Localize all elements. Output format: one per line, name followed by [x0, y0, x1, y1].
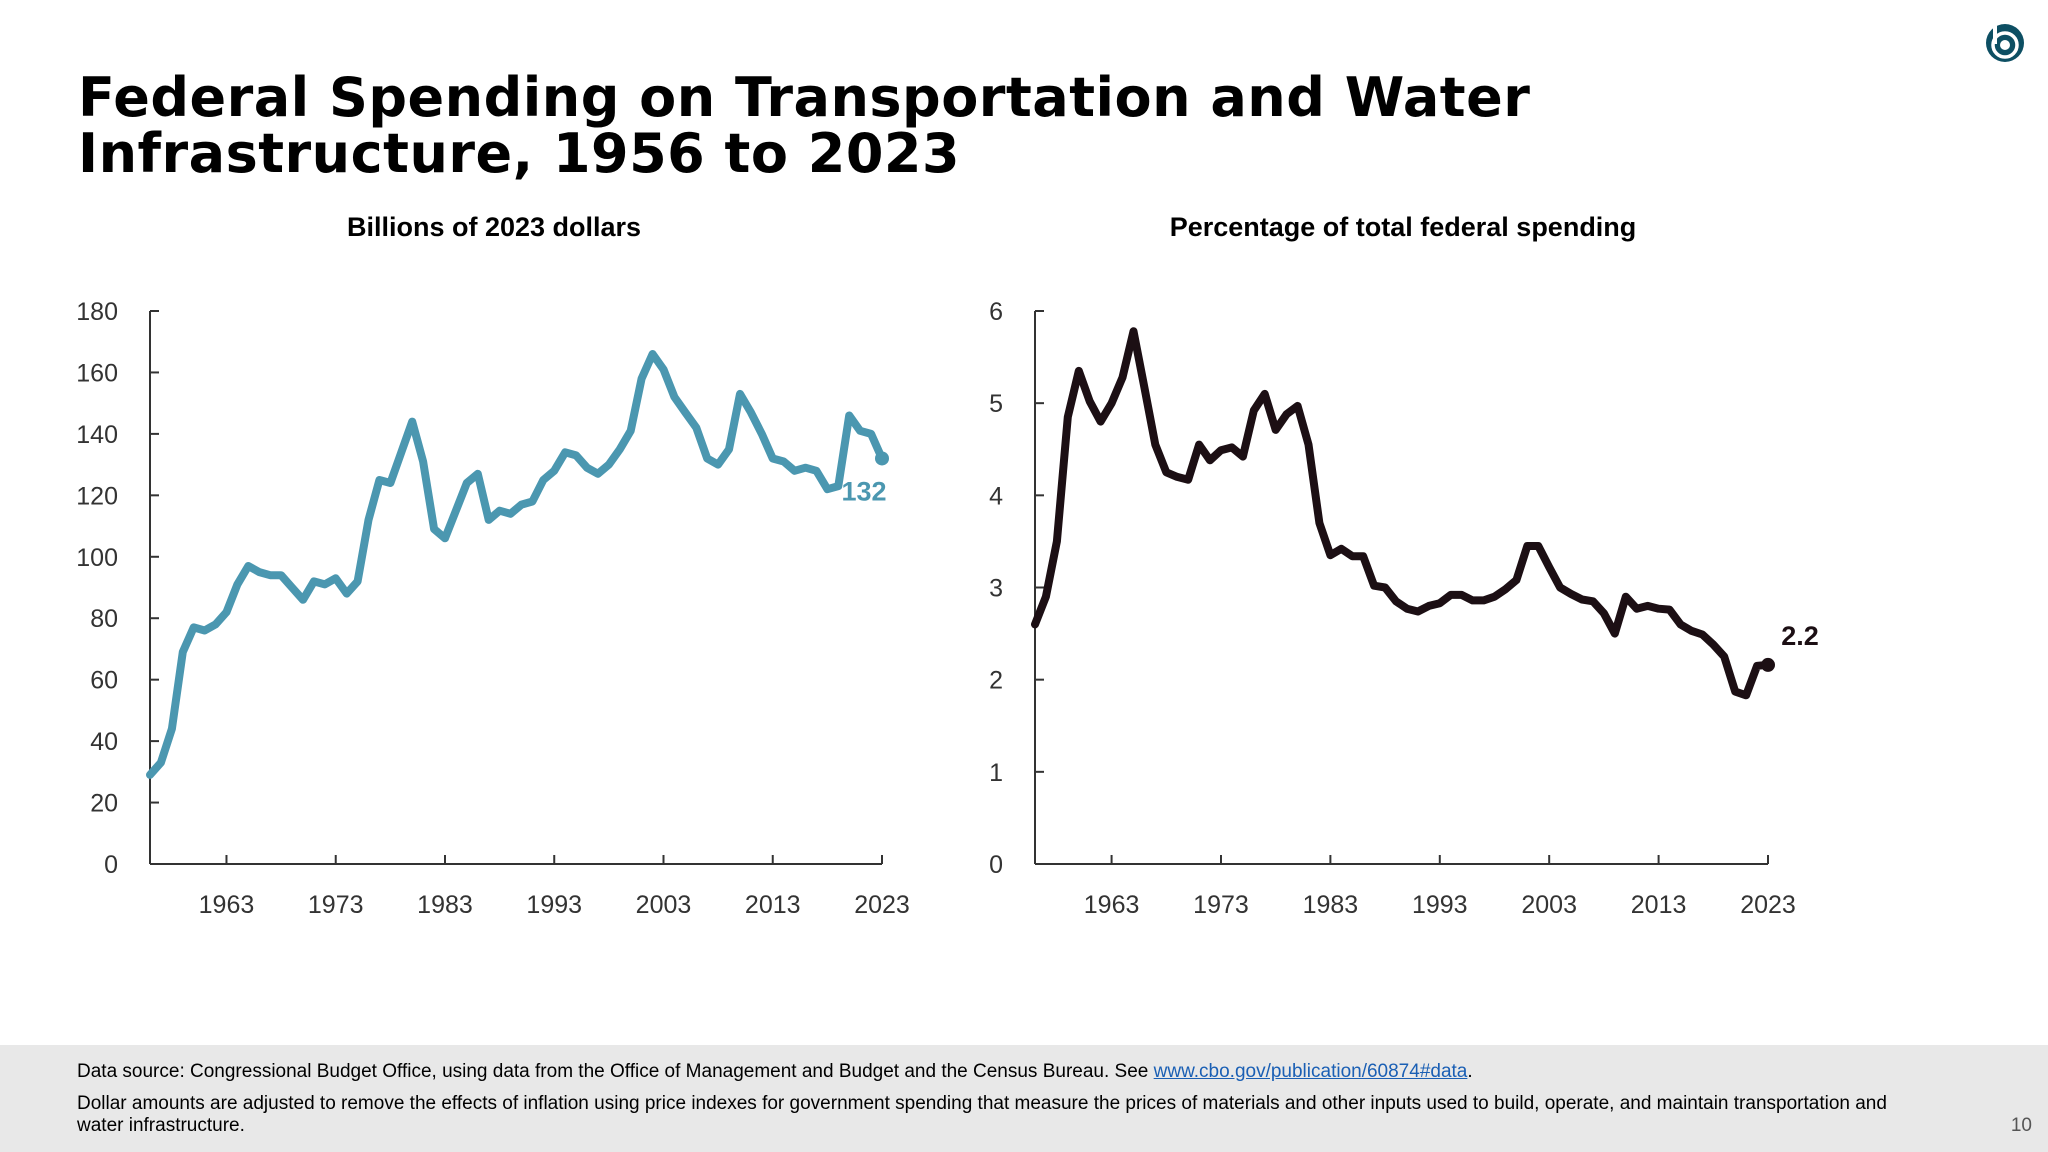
left-y-tick-label: 100	[76, 544, 118, 572]
source-prefix: Data source: Congressional Budget Office…	[77, 1061, 1154, 1082]
left-y-tick-label: 80	[90, 605, 118, 633]
right-y-tick-label: 1	[989, 759, 1003, 787]
right-x-tick-label: 1983	[1303, 891, 1359, 919]
right-x-tick-label: 2023	[1740, 891, 1796, 919]
left-end-label: 132	[841, 476, 886, 506]
right-chart-title: Percentage of total federal spending	[1169, 212, 1637, 242]
right-x-tick-label: 2003	[1521, 891, 1577, 919]
inflation-note: Dollar amounts are adjusted to remove th…	[77, 1093, 1887, 1136]
left-x-tick-label: 1993	[526, 891, 582, 919]
right-y-tick-label: 6	[989, 298, 1003, 326]
right-y-tick-label: 2	[989, 667, 1003, 695]
right-x-tick-label: 2013	[1631, 891, 1687, 919]
right-x-tick-label: 1993	[1412, 891, 1468, 919]
left-x-tick-label: 2013	[745, 891, 801, 919]
right-y-tick-label: 4	[989, 482, 1003, 510]
left-x-tick-label: 1983	[417, 891, 473, 919]
right-end-label: 2.2	[1781, 621, 1819, 651]
source-suffix: .	[1467, 1061, 1473, 1082]
right-y-tick-label: 5	[989, 390, 1003, 418]
left-chart-title: Billions of 2023 dollars	[346, 212, 642, 242]
right-series-line	[1031, 327, 1772, 700]
left-x-tick-label: 1973	[308, 891, 364, 919]
left-x-tick-label: 1963	[199, 891, 255, 919]
source-link[interactable]: www.cbo.gov/publication/60874#data	[1153, 1061, 1468, 1082]
right-y-tick-label: 0	[989, 851, 1003, 879]
left-y-tick-label: 160	[76, 359, 118, 387]
left-y-tick-label: 40	[90, 728, 118, 756]
left-y-tick-label: 20	[90, 790, 118, 818]
right-x-tick-label: 1973	[1193, 891, 1249, 919]
left-chart: 0 20 40 60 80 100 120 140 160 180 1963 1973 1983 1993…	[76, 298, 910, 919]
page-title: Federal Spending on Transportation and W…	[78, 66, 1531, 185]
cbo-logo-icon	[1986, 24, 2024, 62]
page-number: 10	[2010, 1115, 2032, 1136]
right-x-tick-label: 1963	[1084, 891, 1140, 919]
data-source-text: Data source: Congressional Budget Office…	[77, 1061, 1957, 1083]
left-y-tick-label: 0	[104, 851, 118, 879]
left-y-tick-label: 60	[90, 667, 118, 695]
left-end-point	[875, 451, 889, 466]
left-series-line	[146, 350, 886, 779]
left-y-tick-label: 180	[76, 298, 118, 326]
left-x-tick-label: 2003	[636, 891, 692, 919]
right-y-tick-label: 3	[989, 575, 1003, 603]
right-chart: 0 1 2 3 4 5 6 1963 1973 1983 1993 2003 2013 2023 2.2	[989, 298, 1819, 919]
left-x-tick-label: 2023	[854, 891, 910, 919]
left-y-tick-label: 120	[76, 482, 118, 510]
left-y-tick-label: 140	[76, 421, 118, 449]
right-end-point	[1761, 657, 1775, 672]
footer-bar	[0, 1045, 2048, 1152]
